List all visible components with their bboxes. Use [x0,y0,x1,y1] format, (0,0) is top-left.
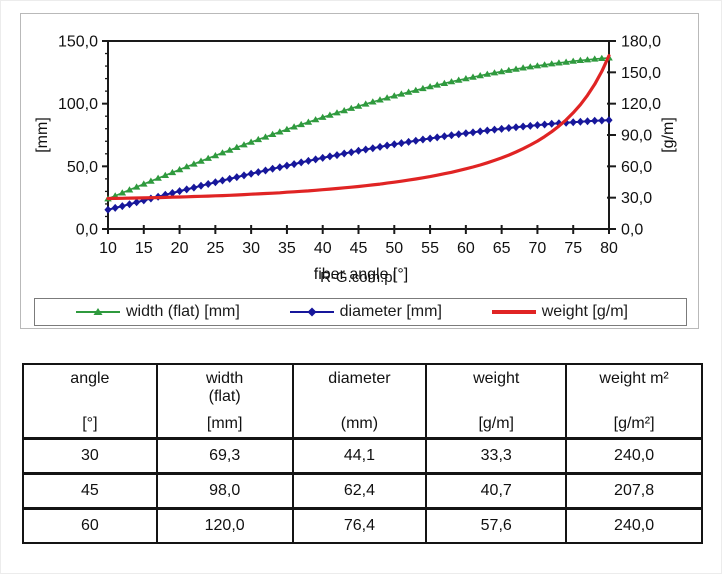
table-header: angle [°] width (flat) [mm] diameter (mm) weigh… [22,363,703,440]
y-left-tick-label: 100,0 [58,96,98,113]
header-name: weight [473,370,520,387]
x-tick-label: 35 [278,240,296,257]
axis-tick-labels: 0,0 50,0 100,0 150,0 0,0 30,0 60,0 90,0 120,0 150… [58,34,661,258]
table-cell: 207,8 [565,472,703,510]
x-tick-label: 40 [314,240,332,257]
x-tick-label: 30 [242,240,260,257]
table-row: 45 98,0 62,4 40,7 207,8 [22,472,703,510]
x-tick-label: 60 [457,240,475,257]
legend-swatch-diameter-icon [289,307,334,317]
x-tick-label: 10 [99,240,117,257]
y-right-tick-label: 150,0 [621,65,661,82]
legend-label-weight: weight [g/m] [541,303,628,320]
x-tick-label: 45 [350,240,368,257]
x-tick-label: 50 [385,240,403,257]
table-row: 30 69,3 44,1 33,3 240,0 [22,437,703,475]
y-right-tick-label: 60,0 [621,159,652,176]
header-name: angle [70,370,110,387]
y-right-tick-label: 120,0 [621,96,661,113]
table-cell: 98,0 [155,472,294,510]
y-right-tick-label: 30,0 [621,190,652,207]
y-right-tick-label: 90,0 [621,128,652,145]
table-cell: 44,1 [291,437,428,475]
x-tick-label: 15 [135,240,153,257]
table-header-cell: diameter (mm) [291,363,428,440]
header-name: diameter [328,370,391,387]
series-diameter [104,116,613,214]
y-left-tick-label: 150,0 [58,34,98,51]
header-unit: [mm] [206,415,243,432]
series-width-flat [104,54,613,202]
legend-swatch-weight-icon [491,310,536,314]
chart-series [104,54,613,214]
x-axis-title: fiber angle [°] [314,266,408,283]
series-weight [106,54,611,201]
y-axis-right-title: [g/m] [660,117,677,153]
table-cell: 60 [22,507,158,544]
x-tick-label: 20 [171,240,189,257]
x-tick-label: 70 [529,240,547,257]
axis-ticks [102,40,616,234]
table-cell: 76,4 [291,507,428,544]
table-cell: 30 [22,437,158,475]
watermark-text: R-G.com.pl [320,269,396,286]
legend-label-width-flat: width (flat) [mm] [126,303,240,320]
x-tick-label: 75 [564,240,582,257]
x-tick-label: 55 [421,240,439,257]
x-tick-label: 80 [600,240,618,257]
table-row: 60 120,0 76,4 57,6 240,0 [22,507,703,544]
table-header-cell: weight [g/m] [425,363,568,440]
legend-swatch-width-flat-icon [76,308,120,315]
table-cell: 240,0 [565,437,703,475]
y-right-tick-label: 180,0 [621,34,661,51]
y-right-tick-label: 0,0 [621,222,643,239]
legend-item-weight: weight [g/m] [491,303,628,321]
table-cell: 62,4 [291,472,428,510]
header-name: weight m² [599,370,669,387]
x-tick-label: 25 [206,240,224,257]
table-header-cell: weight m² [g/m²] [565,363,703,440]
dimension-table: angle [°] width (flat) [mm] diameter (mm) weigh… [22,363,703,544]
chart-panel: 0,0 50,0 100,0 150,0 0,0 30,0 60,0 90,0 120,0 150… [20,13,699,329]
table-cell: 33,3 [425,437,568,475]
y-left-tick-label: 0,0 [76,222,98,239]
table-cell: 240,0 [565,507,703,544]
table-header-cell: width (flat) [mm] [155,363,294,440]
table-cell: 69,3 [155,437,294,475]
table-cell: 120,0 [155,507,294,544]
fiber-angle-chart: 0,0 50,0 100,0 150,0 0,0 30,0 60,0 90,0 120,0 150… [34,34,677,287]
table-cell: 57,6 [425,507,568,544]
header-unit: (mm) [340,415,379,432]
header-unit: [g/m] [478,415,514,432]
y-axis-left-title: [mm] [34,117,51,153]
table-header-cell: angle [°] [22,363,158,440]
legend-label-diameter: diameter [mm] [339,303,442,320]
x-tick-label: 65 [493,240,511,257]
legend-item-diameter: diameter [mm] [289,303,442,321]
table-body: 30 69,3 44,1 33,3 240,0 45 98,0 62,4 40,7 207,8 60… [22,437,703,544]
y-left-tick-label: 50,0 [67,159,98,176]
header-unit: [°] [82,415,98,432]
legend-item-width-flat: width (flat) [mm] [75,303,240,321]
table-cell: 45 [22,472,158,510]
header-name: width (flat) [205,370,244,406]
table-cell: 40,7 [425,472,568,510]
header-unit: [g/m²] [613,415,655,432]
chart-legend: width (flat) [mm] diameter [mm] weight [… [34,298,687,326]
